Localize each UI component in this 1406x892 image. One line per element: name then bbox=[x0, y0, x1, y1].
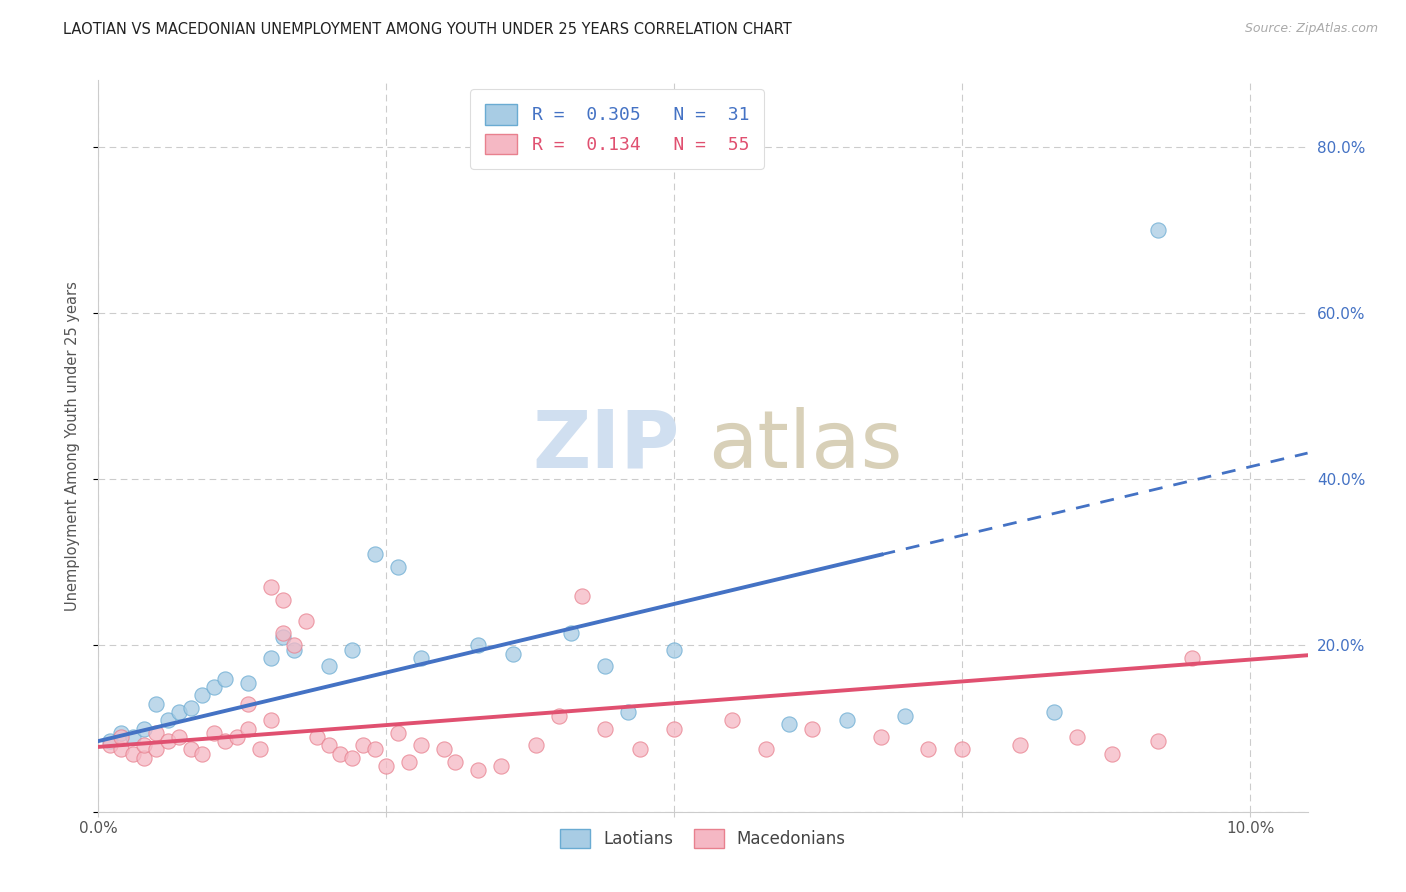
Point bbox=[755, 742, 778, 756]
Point bbox=[917, 742, 939, 756]
Point bbox=[110, 730, 132, 744]
Point bbox=[145, 725, 167, 739]
Point bbox=[1181, 651, 1204, 665]
Point bbox=[156, 714, 179, 728]
Text: ZIP: ZIP bbox=[533, 407, 681, 485]
Point bbox=[110, 742, 132, 756]
Point bbox=[236, 722, 259, 736]
Point bbox=[260, 651, 283, 665]
Point bbox=[134, 738, 156, 752]
Point bbox=[409, 738, 432, 752]
Point bbox=[260, 580, 283, 594]
Point bbox=[593, 722, 616, 736]
Point bbox=[491, 759, 513, 773]
Point bbox=[249, 742, 271, 756]
Point bbox=[375, 759, 398, 773]
Point bbox=[180, 701, 202, 715]
Point bbox=[801, 722, 824, 736]
Point bbox=[1043, 705, 1066, 719]
Point bbox=[778, 717, 800, 731]
Point bbox=[387, 725, 409, 739]
Point bbox=[524, 738, 547, 752]
Point bbox=[134, 750, 156, 764]
Point bbox=[1147, 223, 1170, 237]
Point bbox=[870, 730, 893, 744]
Point bbox=[236, 697, 259, 711]
Point bbox=[720, 714, 742, 728]
Point bbox=[214, 734, 236, 748]
Point bbox=[617, 705, 640, 719]
Point bbox=[1008, 738, 1031, 752]
Point bbox=[318, 659, 340, 673]
Point bbox=[110, 725, 132, 739]
Point bbox=[202, 725, 225, 739]
Point bbox=[156, 734, 179, 748]
Point bbox=[283, 639, 305, 653]
Point bbox=[628, 742, 651, 756]
Point bbox=[294, 614, 316, 628]
Point bbox=[167, 730, 190, 744]
Point bbox=[1101, 747, 1123, 761]
Point bbox=[950, 742, 973, 756]
Point bbox=[502, 647, 524, 661]
Point bbox=[398, 755, 420, 769]
Point bbox=[98, 738, 121, 752]
Legend: Laotians, Macedonians: Laotians, Macedonians bbox=[554, 822, 852, 855]
Point bbox=[318, 738, 340, 752]
Point bbox=[145, 697, 167, 711]
Point bbox=[409, 651, 432, 665]
Point bbox=[835, 714, 858, 728]
Point bbox=[134, 722, 156, 736]
Point bbox=[467, 763, 489, 777]
Point bbox=[225, 730, 247, 744]
Point bbox=[893, 709, 915, 723]
Point bbox=[98, 734, 121, 748]
Point bbox=[433, 742, 456, 756]
Point bbox=[202, 680, 225, 694]
Point bbox=[664, 642, 686, 657]
Point bbox=[271, 630, 294, 644]
Point bbox=[387, 559, 409, 574]
Y-axis label: Unemployment Among Youth under 25 years: Unemployment Among Youth under 25 years bbox=[65, 281, 80, 611]
Point bbox=[1147, 734, 1170, 748]
Point bbox=[352, 738, 374, 752]
Point bbox=[307, 730, 329, 744]
Point bbox=[593, 659, 616, 673]
Point bbox=[214, 672, 236, 686]
Text: Source: ZipAtlas.com: Source: ZipAtlas.com bbox=[1244, 22, 1378, 36]
Point bbox=[364, 547, 387, 561]
Point bbox=[560, 626, 582, 640]
Point bbox=[236, 676, 259, 690]
Point bbox=[548, 709, 571, 723]
Point bbox=[467, 639, 489, 653]
Text: LAOTIAN VS MACEDONIAN UNEMPLOYMENT AMONG YOUTH UNDER 25 YEARS CORRELATION CHART: LAOTIAN VS MACEDONIAN UNEMPLOYMENT AMONG… bbox=[63, 22, 792, 37]
Point bbox=[191, 747, 214, 761]
Point bbox=[180, 742, 202, 756]
Point bbox=[1066, 730, 1088, 744]
Point bbox=[260, 714, 283, 728]
Point bbox=[271, 592, 294, 607]
Point bbox=[444, 755, 467, 769]
Point bbox=[167, 705, 190, 719]
Point bbox=[122, 747, 145, 761]
Point bbox=[122, 730, 145, 744]
Point bbox=[191, 689, 214, 703]
Text: atlas: atlas bbox=[709, 407, 903, 485]
Point bbox=[283, 642, 305, 657]
Point bbox=[664, 722, 686, 736]
Point bbox=[271, 626, 294, 640]
Point bbox=[571, 589, 593, 603]
Point bbox=[364, 742, 387, 756]
Point bbox=[340, 642, 363, 657]
Point bbox=[145, 742, 167, 756]
Point bbox=[340, 750, 363, 764]
Point bbox=[329, 747, 352, 761]
